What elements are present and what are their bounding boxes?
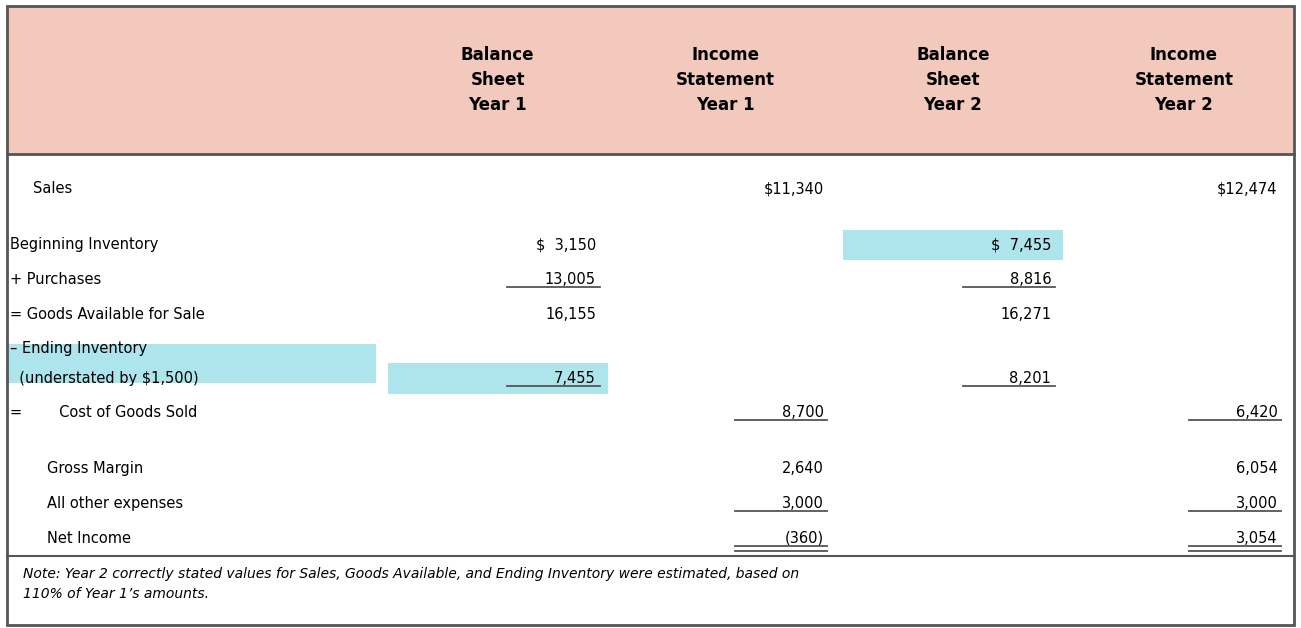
Text: $  7,455: $ 7,455 bbox=[991, 237, 1051, 252]
Text: All other expenses: All other expenses bbox=[10, 496, 183, 511]
Text: Balance
Sheet
Year 2: Balance Sheet Year 2 bbox=[916, 46, 990, 114]
Bar bbox=[388, 362, 608, 394]
Text: Balance
Sheet
Year 1: Balance Sheet Year 1 bbox=[461, 46, 535, 114]
Text: 16,271: 16,271 bbox=[1000, 307, 1051, 322]
Text: =        Cost of Goods Sold: = Cost of Goods Sold bbox=[10, 405, 198, 420]
Text: Income
Statement
Year 1: Income Statement Year 1 bbox=[675, 46, 775, 114]
Text: 6,420: 6,420 bbox=[1236, 405, 1278, 420]
Text: Beginning Inventory: Beginning Inventory bbox=[10, 237, 159, 252]
Bar bbox=[7, 154, 1294, 556]
Text: = Goods Available for Sale: = Goods Available for Sale bbox=[10, 307, 206, 322]
Text: Income
Statement
Year 2: Income Statement Year 2 bbox=[1134, 46, 1233, 114]
Text: $  3,150: $ 3,150 bbox=[536, 237, 596, 252]
Text: (understated by $1,500): (understated by $1,500) bbox=[10, 371, 199, 386]
Text: 3,054: 3,054 bbox=[1236, 531, 1278, 546]
Text: + Purchases: + Purchases bbox=[10, 272, 101, 287]
Text: 8,816: 8,816 bbox=[1010, 272, 1051, 287]
Text: Note: Year 2 correctly stated values for Sales, Goods Available, and Ending Inve: Note: Year 2 correctly stated values for… bbox=[23, 566, 800, 602]
Text: 16,155: 16,155 bbox=[545, 307, 596, 322]
Text: 2,640: 2,640 bbox=[782, 461, 824, 476]
Text: 6,054: 6,054 bbox=[1236, 461, 1278, 476]
Text: Net Income: Net Income bbox=[10, 531, 131, 546]
Text: Sales: Sales bbox=[33, 181, 72, 197]
Text: 13,005: 13,005 bbox=[545, 272, 596, 287]
Text: $11,340: $11,340 bbox=[764, 181, 824, 197]
Text: (360): (360) bbox=[785, 531, 824, 546]
Text: Gross Margin: Gross Margin bbox=[10, 461, 143, 476]
Text: 3,000: 3,000 bbox=[782, 496, 824, 511]
Bar bbox=[7, 6, 1294, 154]
Text: 8,700: 8,700 bbox=[782, 405, 824, 420]
Bar bbox=[8, 344, 376, 383]
Text: – Ending Inventory: – Ending Inventory bbox=[10, 342, 147, 356]
Text: 3,000: 3,000 bbox=[1236, 496, 1278, 511]
Text: 7,455: 7,455 bbox=[554, 371, 596, 386]
Bar bbox=[843, 230, 1063, 259]
Bar bbox=[7, 556, 1294, 625]
Text: $12,474: $12,474 bbox=[1216, 181, 1278, 197]
Text: 8,201: 8,201 bbox=[1010, 371, 1051, 386]
